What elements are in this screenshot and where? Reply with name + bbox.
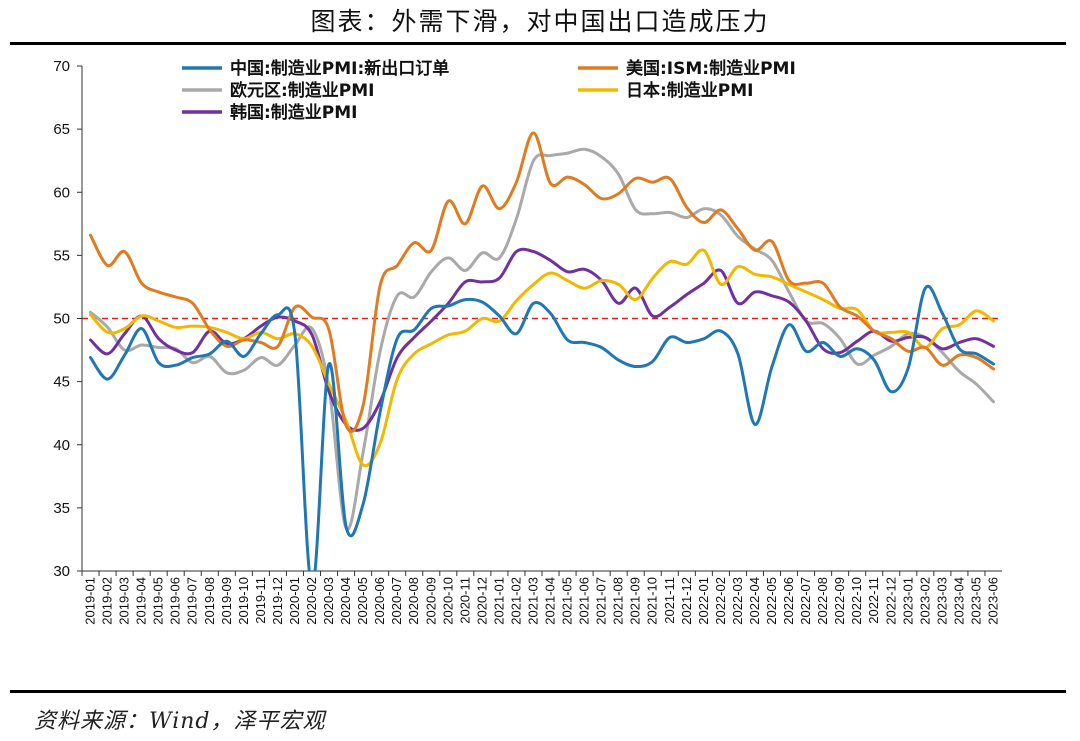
y-tick-label: 30	[53, 563, 70, 580]
x-tick-label: 2020-03	[321, 577, 336, 625]
x-tick-label: 2019-04	[134, 577, 149, 625]
x-tick-label: 2019-07	[185, 577, 200, 625]
x-tick-label: 2022-08	[815, 577, 830, 625]
y-tick-label: 45	[53, 374, 70, 391]
x-tick-label: 2023-06	[985, 577, 1000, 625]
y-tick-label: 35	[53, 500, 70, 517]
x-tick-label: 2020-09	[423, 577, 438, 625]
x-tick-label: 2019-05	[151, 577, 166, 625]
x-tick-label: 2021-08	[611, 577, 626, 625]
x-tick-label: 2019-02	[100, 577, 115, 625]
series-line-2	[89, 147, 995, 531]
series-lines	[89, 131, 995, 571]
x-tick-label: 2019-03	[117, 577, 132, 625]
x-tick-label: 2023-03	[934, 577, 949, 625]
legend: 中国:制造业PMI:新出口订单 美国:ISM:制造业PMI 欧元区:制造业PMI 日本…	[182, 58, 796, 123]
top-rule	[10, 42, 1066, 45]
x-tick-label: 2019-08	[202, 577, 217, 625]
x-tick-label: 2022-11	[866, 577, 881, 624]
x-tick-label: 2020-10	[440, 577, 455, 625]
x-tick-label: 2021-06	[577, 577, 592, 625]
x-tick-label: 2022-06	[781, 577, 796, 625]
y-tick-label: 65	[53, 121, 70, 138]
x-tick-label: 2019-06	[168, 577, 183, 625]
x-tick-label: 2023-04	[951, 577, 966, 625]
x-tick-label: 2019-01	[83, 577, 98, 625]
x-tick-label: 2022-03	[730, 577, 745, 625]
x-tick-label: 2022-02	[713, 577, 728, 625]
legend-label: 日本:制造业PMI	[626, 80, 754, 101]
legend-label: 美国:ISM:制造业PMI	[626, 58, 796, 79]
x-tick-label: 2019-09	[219, 577, 234, 625]
x-tick-label: 2021-04	[543, 577, 558, 625]
series-line-1	[89, 131, 995, 433]
legend-label: 韩国:制造业PMI	[230, 102, 358, 123]
x-tick-label: 2019-12	[270, 577, 285, 625]
y-tick-label: 70	[53, 58, 70, 75]
x-tick-label: 2023-01	[900, 577, 915, 625]
x-tick-label: 2020-08	[406, 577, 421, 625]
x-tick-label: 2021-07	[594, 577, 609, 625]
legend-label: 中国:制造业PMI:新出口订单	[230, 58, 449, 79]
y-tick-label: 55	[53, 247, 70, 264]
x-tick-label: 2022-07	[798, 577, 813, 625]
x-tick-label: 2022-10	[849, 577, 864, 625]
x-tick-label: 2019-10	[236, 577, 251, 625]
y-tick-label: 40	[53, 437, 70, 454]
bottom-rule	[10, 690, 1066, 693]
x-tick-label: 2021-10	[645, 577, 660, 625]
x-tick-label: 2020-12	[474, 577, 489, 625]
x-tick-label: 2020-05	[355, 577, 370, 625]
x-tick-label: 2021-09	[628, 577, 643, 625]
x-tick-label: 2023-02	[917, 577, 932, 625]
x-tick-label: 2022-01	[696, 577, 711, 625]
x-tick-label: 2020-06	[372, 577, 387, 625]
legend-label: 欧元区:制造业PMI	[230, 80, 375, 101]
series-line-3	[89, 248, 995, 468]
x-tick-label: 2022-05	[764, 577, 779, 625]
x-tick-label: 2023-05	[968, 577, 983, 625]
x-tick-label: 2022-09	[832, 577, 847, 625]
x-tick-label: 2020-11	[457, 577, 472, 624]
x-tick-label: 2021-12	[679, 577, 694, 625]
source-note: 资料来源：Wind，泽平宏观	[34, 709, 326, 734]
x-tick-label: 2022-04	[747, 577, 762, 625]
x-tick-label: 2021-05	[560, 577, 575, 625]
series-line-0	[89, 284, 995, 571]
x-tick-label: 2020-04	[338, 577, 353, 625]
x-tick-label: 2020-02	[304, 577, 319, 625]
x-tick-label: 2021-02	[508, 577, 523, 625]
x-tick-label: 2021-01	[491, 577, 506, 625]
x-tick-label: 2020-01	[287, 577, 302, 625]
x-tick-label: 2019-11	[253, 577, 268, 624]
x-tick-label: 2021-03	[525, 577, 540, 625]
x-tick-label: 2021-11	[662, 577, 677, 624]
chart-title: 图表：外需下滑，对中国出口造成压力	[310, 7, 770, 36]
y-tick-label: 60	[53, 184, 70, 201]
y-tick-label: 50	[53, 311, 70, 328]
x-tick-label: 2022-12	[883, 577, 898, 625]
x-tick-label: 2020-07	[389, 577, 404, 625]
